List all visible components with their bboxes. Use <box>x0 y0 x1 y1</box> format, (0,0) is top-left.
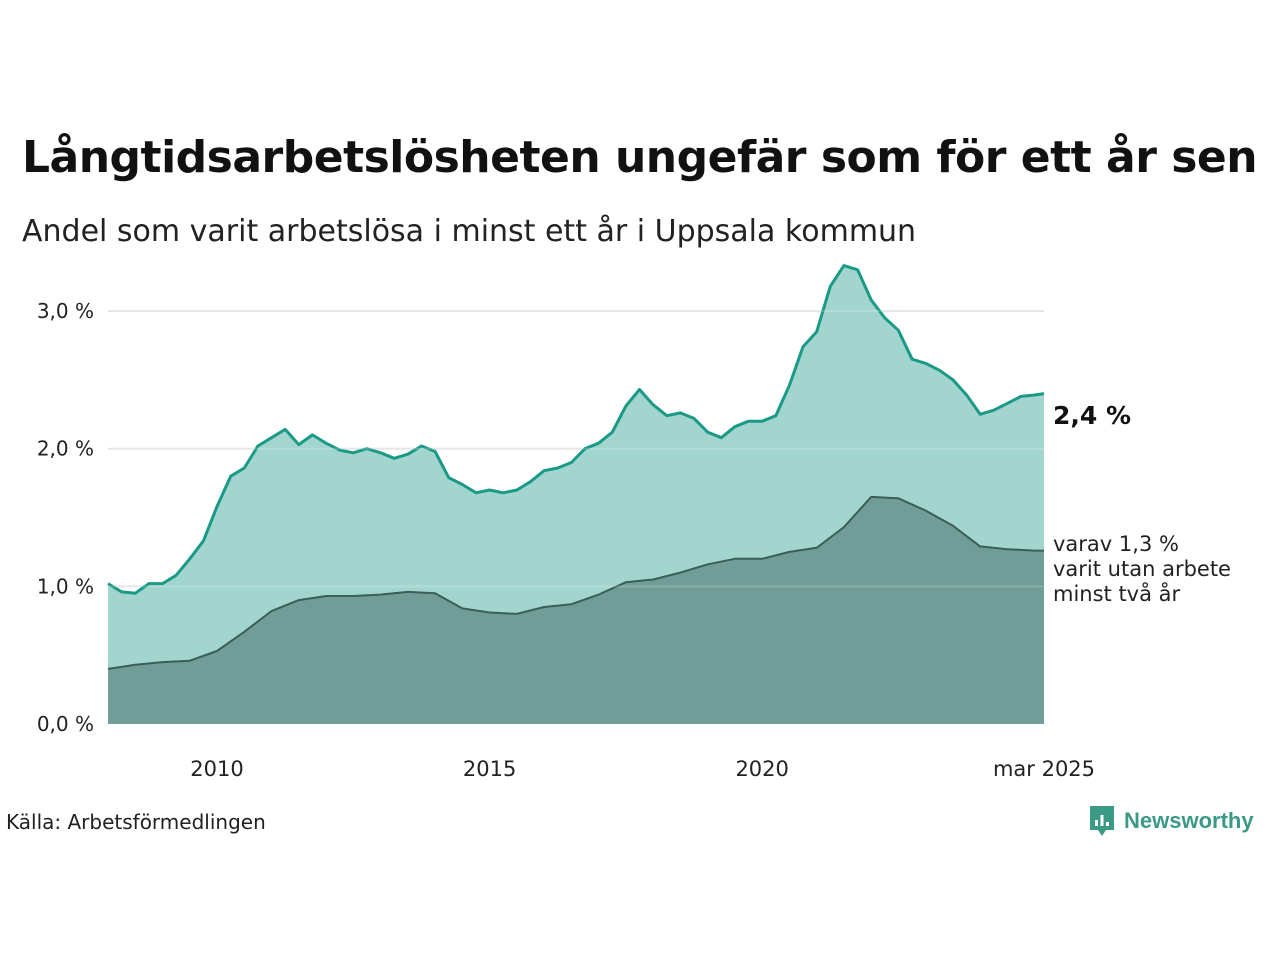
newsworthy-icon <box>1090 806 1114 836</box>
latest-value-label: 2,4 % <box>1053 401 1132 430</box>
chart-subtitle: Andel som varit arbetslösa i minst ett å… <box>22 214 917 249</box>
sub-series-label-line-2: varit utan arbete <box>1053 557 1231 581</box>
chart-title: Långtidsarbetslösheten ungefär som för e… <box>22 132 1258 183</box>
x-tick-label: mar 2025 <box>993 757 1095 781</box>
series-line-long <box>107 495 1044 670</box>
y-tick-label: 2,0 % <box>37 437 94 461</box>
x-tick-label: 2015 <box>463 757 516 781</box>
brand-name: Newsworthy <box>1124 808 1254 833</box>
y-tick-label: 0,0 % <box>37 712 94 736</box>
brand-logo: Newsworthy <box>1088 804 1254 838</box>
series-area-long <box>108 496 1044 724</box>
x-tick-label: 2010 <box>190 757 243 781</box>
sub-series-label-line-1: varav 1,3 % <box>1053 532 1179 556</box>
x-tick-label: 2020 <box>735 757 788 781</box>
y-tick-label: 1,0 % <box>37 574 94 598</box>
sub-series-label-line-3: minst två år <box>1053 582 1181 606</box>
sub-series-label: varav 1,3 % varit utan arbete minst två … <box>1053 532 1231 607</box>
series-line-total <box>107 264 1045 595</box>
y-tick-label: 3,0 % <box>37 299 94 323</box>
source-note: Källa: Arbetsförmedlingen <box>6 810 266 834</box>
